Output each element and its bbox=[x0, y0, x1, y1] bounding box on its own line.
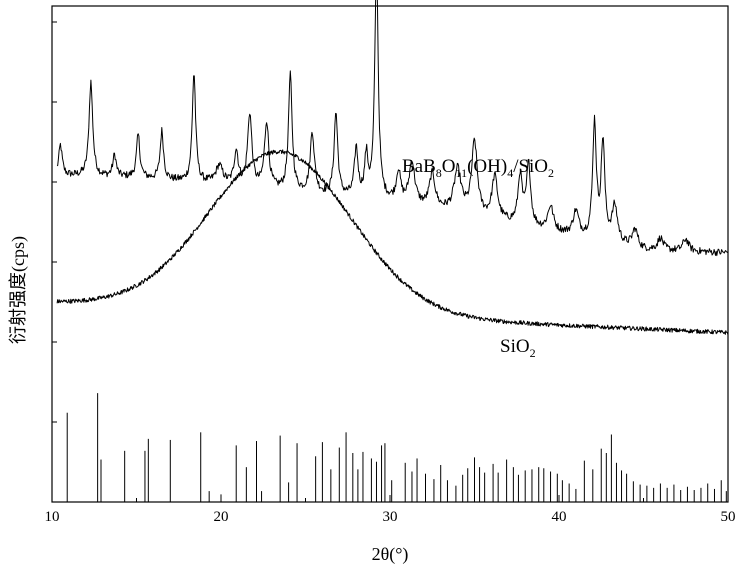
x-tick-label: 50 bbox=[721, 509, 736, 525]
plot-area bbox=[57, 0, 728, 502]
reference-sticks bbox=[67, 393, 726, 502]
silica-label: SiO2 bbox=[500, 336, 536, 360]
series-composite-line bbox=[57, 0, 728, 256]
composite-label: BaB8O11(OH)4/SiO2 bbox=[402, 156, 554, 180]
y-axis-ticks bbox=[52, 22, 57, 422]
y-axis-title: 衍射强度(cps) bbox=[8, 236, 29, 344]
x-axis-title: 2θ(°) bbox=[372, 544, 409, 565]
plot-frame bbox=[52, 6, 728, 502]
x-tick-label: 20 bbox=[214, 509, 229, 525]
x-tick-label: 30 bbox=[383, 509, 398, 525]
x-tick-label: 10 bbox=[45, 509, 60, 525]
x-tick-label: 40 bbox=[552, 509, 567, 525]
